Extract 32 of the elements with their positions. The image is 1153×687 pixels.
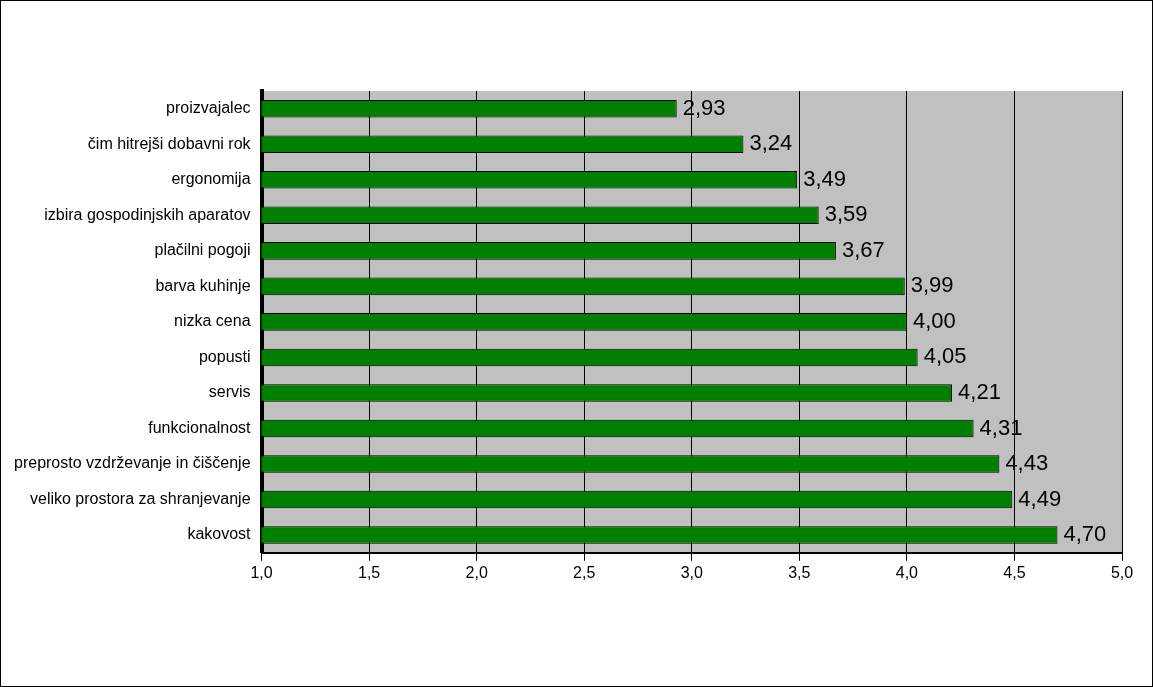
data-label: 3,99 [910,272,954,298]
data-label: 4,00 [912,307,956,333]
x-tick-label: 3,5 [788,563,811,581]
y-tick-label: popusti [198,347,251,365]
y-tick-label: funkcionalnost [148,418,252,436]
x-tick-label: 2,0 [465,563,488,581]
data-label: 4,49 [1018,485,1062,511]
y-tick-label: izbira gospodinjskih aparatov [44,205,251,223]
y-tick-label: preprosto vzdrževanje in čiščenje [14,454,251,472]
y-tick-label: nizka cena [174,312,251,330]
x-tick-label: 4,0 [895,563,919,581]
x-tick-label: 4,5 [1003,563,1026,581]
x-tick-label: 5,0 [1110,563,1134,581]
y-tick-label: proizvajalec [166,99,251,117]
x-tick-label: 2,5 [573,563,596,581]
data-label: 4,70 [1063,521,1107,547]
y-tick-label: ergonomija [171,170,251,188]
y-tick-label: veliko prostora za shranjevanje [30,489,251,507]
data-label: 4,21 [958,379,1001,405]
data-label: 3,24 [749,130,793,156]
x-tick-label: 1,5 [357,563,381,581]
y-tick-label: barva kuhinje [155,276,251,294]
x-tick-label: 1,0 [250,563,273,581]
data-label: 4,05 [923,343,967,369]
x-tick-label: 3,0 [680,563,703,581]
y-tick-label: servis [208,383,251,401]
data-label: 3,67 [841,236,885,262]
y-tick-label: plačilni pogoji [154,241,251,259]
y-tick-label: kakovost [187,525,252,543]
data-label: 3,59 [824,201,868,227]
data-label: 3,49 [803,165,847,191]
y-tick-label: čim hitrejši dobavni rok [87,134,252,152]
